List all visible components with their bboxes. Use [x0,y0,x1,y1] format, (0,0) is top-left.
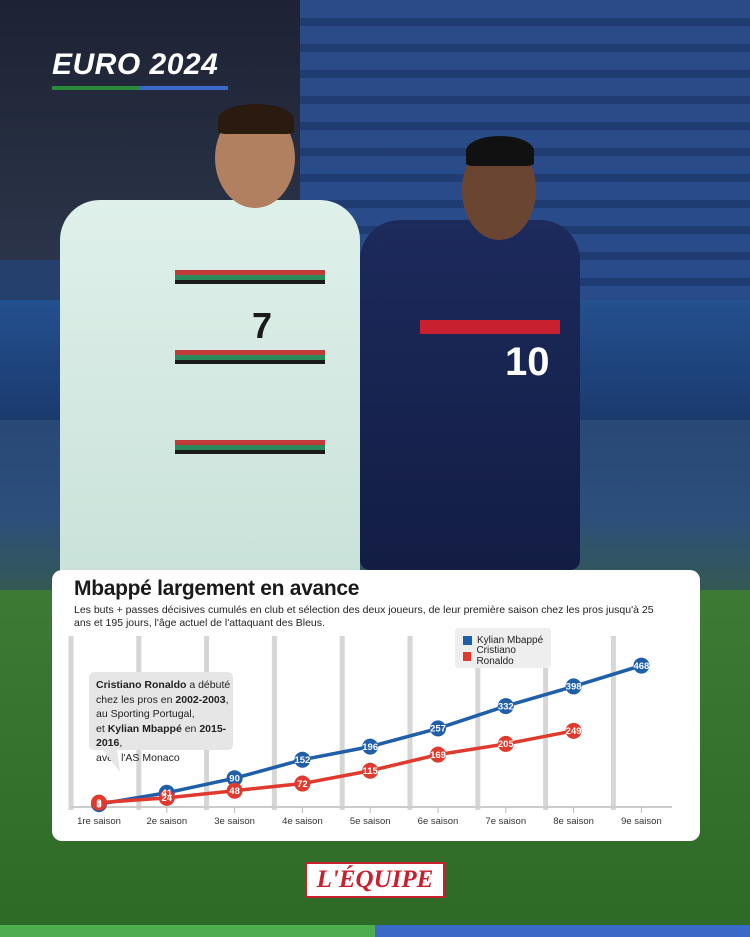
point-mbappe [565,678,582,695]
data-label-ronaldo: 115 [363,766,379,777]
legend-swatch-blue [463,635,472,645]
legend-label-mbappe: Kylian Mbappé [477,634,544,646]
x-tick-label: 1re saison [77,816,121,827]
point-mbappe [226,770,243,787]
jersey-stripe [175,270,325,284]
point-ronaldo [226,782,243,799]
annotation-text: , [225,693,229,706]
legend-item-ronaldo: Cristiano Ronaldo [463,645,551,667]
chart-legend: Kylian Mbappé Cristiano Ronaldo [455,628,551,668]
point-ronaldo [91,794,107,811]
point-ronaldo [158,789,175,806]
legend-swatch-red [463,651,472,661]
point-ronaldo [497,735,514,752]
point-ronaldo [294,775,311,792]
annotation-ronaldo: Cristiano Ronaldo [96,679,187,691]
annotation-mbappe: Kylian Mbappé [107,722,182,735]
data-label-ronaldo: 8 [96,798,101,809]
jersey-stripe [175,440,325,454]
x-tick-label: 7e saison [485,816,526,827]
data-label-mbappe: 90 [229,773,240,784]
x-tick-label: 6e saison [418,816,459,827]
point-ronaldo [362,762,379,779]
x-tick-label: 4e saison [282,816,323,827]
euro-underline [52,86,228,90]
point-mbappe [294,751,311,768]
data-label-mbappe: 196 [362,742,378,753]
annotation-year-ronaldo: 2002-2003 [175,693,226,706]
data-label-mbappe: 152 [294,755,310,766]
chart-title: Mbappé largement en avance [74,577,360,600]
point-ronaldo [430,746,446,763]
hair-ronaldo [218,104,294,134]
player-mbappe [360,220,580,570]
lequipe-logo: L'ÉQUIPE [305,862,445,898]
bottom-color-bar [0,925,750,937]
x-tick-label: 2e saison [146,816,187,827]
point-ronaldo [565,722,582,739]
chart-annotation: Cristiano Ronaldo a débuté chez les pros… [89,672,233,764]
data-label-mbappe: 3 [96,799,101,810]
data-label-ronaldo: 72 [297,779,308,790]
data-label-mbappe: 398 [566,682,582,693]
annotation-text: et [96,722,108,735]
chart-subtitle: Les buts + passes décisives cumulés en c… [74,604,654,629]
data-label-mbappe: 468 [633,661,649,672]
series-line-ronaldo [98,729,574,805]
jersey-number-7: 7 [252,305,273,346]
data-label-ronaldo: 48 [229,786,240,797]
point-mbappe [430,720,446,737]
annotation-text: a débuté [186,679,231,691]
point-mbappe [633,657,650,674]
data-label-ronaldo: 169 [430,750,446,761]
annotation-text: avec l'AS Monaco [96,751,180,764]
annotation-text: en [181,722,200,735]
legend-label-ronaldo: Cristiano Ronaldo [476,645,516,667]
data-label-ronaldo: 24 [162,793,173,804]
x-tick-label: 8e saison [553,816,594,827]
legend-item-mbappe: Kylian Mbappé [463,634,543,646]
data-label-mbappe: 332 [498,701,514,712]
x-tick-label: 9e saison [621,816,662,827]
data-label-ronaldo: 249 [566,726,582,737]
hair-mbappe [466,136,534,166]
data-label-mbappe: 257 [430,724,446,735]
data-label-ronaldo: 205 [498,739,515,750]
jersey-number-10: 10 [505,340,550,384]
x-tick-label: 3e saison [214,816,255,827]
annotation-text: chez les pros en [96,693,176,706]
jersey-stripe [175,350,325,364]
annotation-year-mbappe: 2015-2016 [96,722,227,750]
euro-2024-title: EURO 2024 [52,48,219,81]
data-label-mbappe: 41 [162,788,173,799]
jersey-band [420,320,560,334]
point-mbappe [497,698,514,715]
player-ronaldo [60,200,360,580]
point-mbappe [362,738,379,755]
annotation-text: , [119,737,123,749]
annotation-text: au Sporting Portugal, [96,708,195,720]
x-tick-label: 5e saison [350,816,391,827]
